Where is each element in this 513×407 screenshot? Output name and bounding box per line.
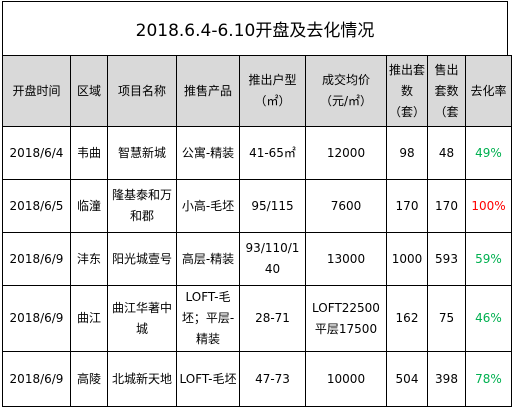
cell-sold: 48 [427,126,466,180]
cell-rate: 59% [465,232,512,286]
sales-table: 开盘时间 区域 项目名称 推售产品 推出户型（㎡） 成交均价（元/㎡） 推出套数… [2,55,512,407]
cell-rate: 49% [465,126,512,180]
header-launched: 推出套数（套） [386,55,428,127]
header-date: 开盘时间 [2,55,71,127]
cell-sold: 593 [427,232,466,286]
header-rate: 去化率 [465,55,512,127]
cell-date: 2018/6/9 [2,232,71,286]
cell-date: 2018/6/9 [2,351,71,407]
cell-area: 曲江 [70,285,108,352]
cell-sold: 398 [427,351,466,407]
cell-area: 临潼 [70,179,108,233]
cell-rate: 100% [465,179,512,233]
cell-rate: 78% [465,351,512,407]
cell-launched: 162 [386,285,428,352]
cell-price: LOFT22500平层17500 [305,285,387,352]
cell-unit-type: 47-73 [239,351,306,407]
cell-project: 阳光城壹号 [107,232,177,286]
cell-launched: 504 [386,351,428,407]
cell-price: 13000 [305,232,387,286]
header-unit-type: 推出户型（㎡） [239,55,306,127]
cell-unit-type: 41-65㎡ [239,126,306,180]
table-title: 2018.6.4-6.10开盘及去化情况 [2,1,508,55]
cell-price: 7600 [305,179,387,233]
cell-unit-type: 95/115 [239,179,306,233]
cell-area: 韦曲 [70,126,108,180]
cell-unit-type: 28-71 [239,285,306,352]
header-project: 项目名称 [107,55,177,127]
header-sold: 售出套数（套 [427,55,466,127]
cell-date: 2018/6/9 [2,285,71,352]
cell-project: 隆基泰和万和郡 [107,179,177,233]
cell-rate: 46% [465,285,512,352]
cell-product: 公寓-精装 [176,126,240,180]
cell-product: LOFT-毛坯 [176,351,240,407]
header-price: 成交均价（元/㎡） [305,55,387,127]
cell-project: 智慧新城 [107,126,177,180]
cell-launched: 170 [386,179,428,233]
table-row: 2018/6/4 韦曲 智慧新城 公寓-精装 41-65㎡ 12000 98 4… [2,126,512,180]
header-area: 区域 [70,55,108,127]
cell-project: 曲江华著中城 [107,285,177,352]
cell-area: 高陵 [70,351,108,407]
cell-product: 小高-毛坯 [176,179,240,233]
cell-sold: 170 [427,179,466,233]
cell-area: 沣东 [70,232,108,286]
header-row: 开盘时间 区域 项目名称 推售产品 推出户型（㎡） 成交均价（元/㎡） 推出套数… [2,55,512,127]
cell-price: 10000 [305,351,387,407]
cell-price: 12000 [305,126,387,180]
cell-launched: 98 [386,126,428,180]
table-row: 2018/6/9 高陵 北城新天地 LOFT-毛坯 47-73 10000 50… [2,351,512,407]
cell-unit-type: 93/110/140 [239,232,306,286]
table-row: 2018/6/5 临潼 隆基泰和万和郡 小高-毛坯 95/115 7600 17… [2,179,512,233]
cell-sold: 75 [427,285,466,352]
cell-date: 2018/6/4 [2,126,71,180]
cell-launched: 1000 [386,232,428,286]
table-row: 2018/6/9 沣东 阳光城壹号 高层-精装 93/110/140 13000… [2,232,512,286]
header-product: 推售产品 [176,55,240,127]
cell-date: 2018/6/5 [2,179,71,233]
table-row: 2018/6/9 曲江 曲江华著中城 LOFT-毛坯；平层-精装 28-71 L… [2,285,512,352]
cell-project: 北城新天地 [107,351,177,407]
cell-product: LOFT-毛坯；平层-精装 [176,285,240,352]
cell-product: 高层-精装 [176,232,240,286]
